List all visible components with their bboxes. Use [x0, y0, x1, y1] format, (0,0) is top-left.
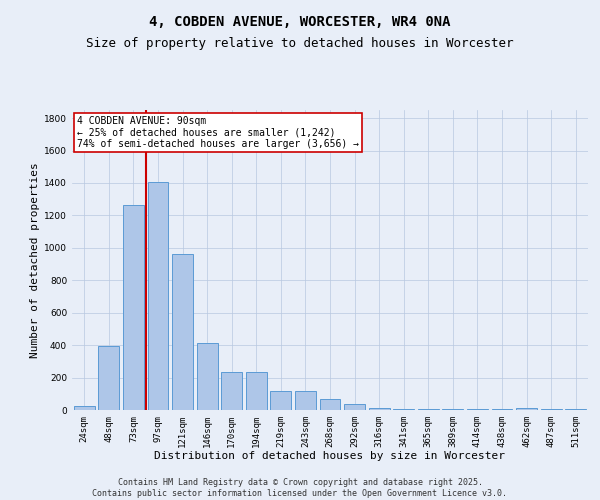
Bar: [271, 390, 292, 410]
Bar: [565, 409, 586, 410]
Bar: [491, 409, 512, 410]
Bar: [246, 372, 267, 410]
Text: Size of property relative to detached houses in Worcester: Size of property relative to detached ho…: [86, 38, 514, 51]
Bar: [368, 408, 389, 410]
Y-axis label: Number of detached properties: Number of detached properties: [30, 162, 40, 358]
Bar: [148, 182, 169, 410]
Bar: [442, 409, 463, 410]
Bar: [123, 205, 144, 410]
Text: 4 COBDEN AVENUE: 90sqm
← 25% of detached houses are smaller (1,242)
74% of semi-: 4 COBDEN AVENUE: 90sqm ← 25% of detached…: [77, 116, 359, 149]
Bar: [467, 409, 488, 410]
X-axis label: Distribution of detached houses by size in Worcester: Distribution of detached houses by size …: [155, 452, 505, 462]
Bar: [221, 372, 242, 410]
Bar: [98, 346, 119, 410]
Bar: [516, 408, 537, 410]
Bar: [393, 409, 414, 410]
Bar: [74, 406, 95, 410]
Bar: [197, 342, 218, 410]
Bar: [320, 400, 340, 410]
Text: Contains HM Land Registry data © Crown copyright and database right 2025.
Contai: Contains HM Land Registry data © Crown c…: [92, 478, 508, 498]
Text: 4, COBDEN AVENUE, WORCESTER, WR4 0NA: 4, COBDEN AVENUE, WORCESTER, WR4 0NA: [149, 15, 451, 29]
Bar: [541, 409, 562, 410]
Bar: [418, 409, 439, 410]
Bar: [344, 404, 365, 410]
Bar: [172, 254, 193, 410]
Bar: [295, 390, 316, 410]
